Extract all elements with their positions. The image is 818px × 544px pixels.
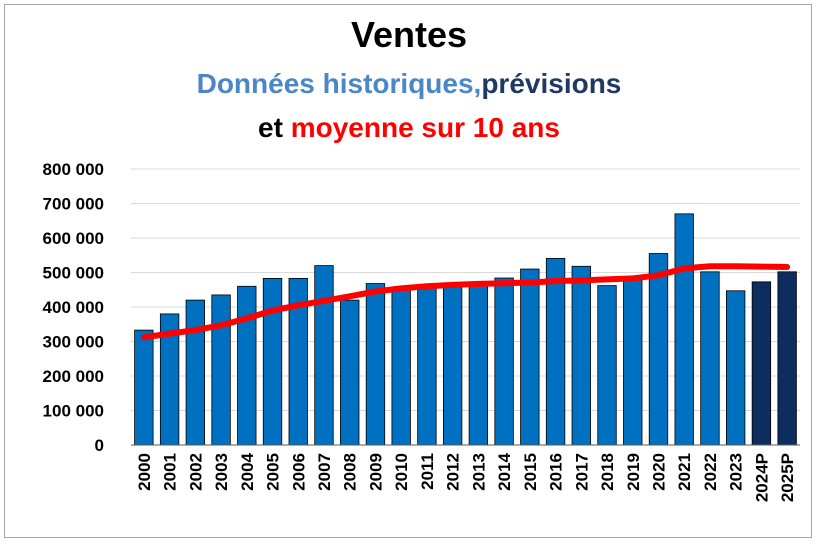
bar (545, 257, 566, 446)
x-tick-label: 2007 (315, 453, 334, 491)
bar (417, 284, 437, 446)
x-tick-label: 2010 (392, 453, 411, 491)
moving-average-line (140, 263, 791, 341)
x-tick-label: 2024P (752, 453, 771, 502)
x-tick-label: 2012 (444, 453, 463, 491)
y-tick-label: 100 000 (43, 402, 104, 421)
x-tick-label: 2011 (418, 453, 437, 490)
bar (777, 271, 797, 446)
subtitle-and: et (258, 112, 283, 143)
bar (623, 276, 643, 446)
bar (648, 253, 669, 446)
bar (494, 277, 514, 446)
x-tick-label: 2013 (469, 453, 488, 491)
bar (314, 265, 334, 446)
y-tick-label: 200 000 (43, 367, 104, 386)
x-tick-label: 2002 (186, 453, 205, 491)
x-tick-label: 2019 (624, 453, 643, 491)
bar (211, 294, 231, 446)
bar (674, 213, 694, 446)
x-tick-label: 2004 (238, 452, 257, 490)
y-tick-label: 400 000 (43, 298, 104, 317)
bar (520, 268, 540, 446)
x-tick-label: 2022 (701, 453, 720, 491)
x-tick-label: 2009 (366, 453, 385, 491)
y-tick-label: 800 000 (43, 160, 104, 179)
chart-subtitle: Données historiques,prévisions (0, 68, 818, 100)
x-tick-label: 2005 (264, 453, 283, 491)
bar (134, 329, 154, 446)
x-tick-label: 2023 (727, 453, 746, 491)
chart-subtitle-2: et moyenne sur 10 ans (0, 112, 818, 144)
x-tick-label: 2021 (675, 453, 694, 491)
chart-title: Ventes (350, 14, 468, 55)
bar (365, 283, 386, 446)
bar (751, 281, 772, 446)
y-tick-label: 500 000 (43, 264, 104, 283)
y-tick-label: 0 (95, 436, 104, 455)
bar (185, 299, 205, 446)
bar (597, 285, 617, 446)
x-tick-label: 2001 (161, 453, 180, 491)
x-tick-label: 2015 (521, 453, 540, 491)
bar (571, 265, 591, 446)
bar (340, 299, 360, 446)
bar (262, 277, 283, 446)
x-tick-label: 2008 (341, 453, 360, 491)
bar (700, 271, 720, 446)
x-tick-label: 2017 (572, 453, 591, 491)
y-tick-label: 600 000 (43, 229, 104, 248)
y-tick-label: 700 000 (43, 195, 104, 214)
x-tick-label: 2025P (778, 453, 797, 502)
bar (442, 285, 463, 446)
bar (726, 290, 746, 446)
bar (391, 286, 411, 446)
subtitle-historical: Données historiques, (196, 68, 482, 99)
bar (468, 283, 489, 446)
y-tick-label: 300 000 (43, 333, 104, 352)
x-tick-label: 2000 (135, 453, 154, 491)
x-tick-label: 2006 (289, 453, 308, 491)
x-tick-label: 2014 (495, 452, 514, 490)
x-tick-label: 2020 (649, 453, 668, 491)
subtitle-moving-average: moyenne sur 10 ans (290, 112, 560, 143)
subtitle-forecast: prévisions (481, 68, 622, 99)
x-tick-label: 2016 (547, 453, 566, 491)
x-tick-label: 2018 (598, 453, 617, 491)
x-tick-label: 2003 (212, 453, 231, 491)
bar (237, 285, 257, 446)
